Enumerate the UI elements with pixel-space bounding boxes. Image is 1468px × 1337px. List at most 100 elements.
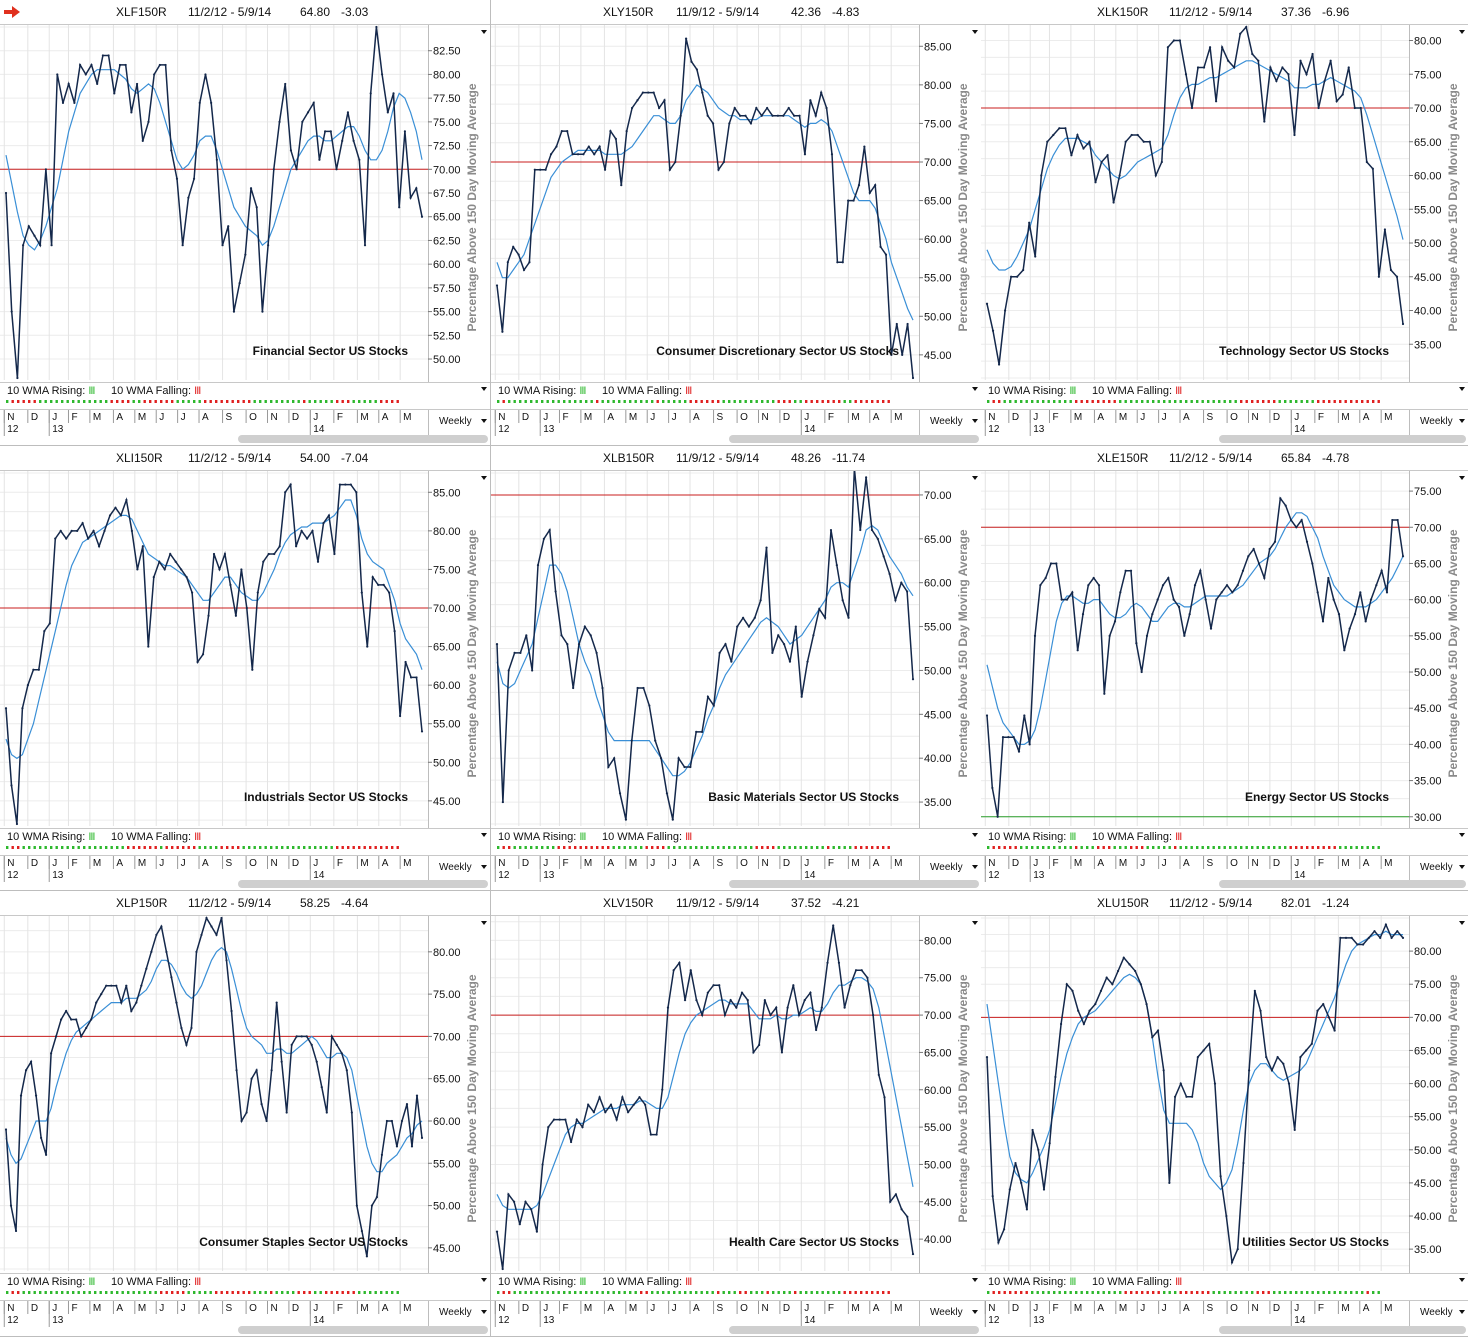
- period-selector[interactable]: Weekly: [1420, 862, 1453, 873]
- data-point: [1017, 750, 1021, 753]
- indicator-menu-icon[interactable]: [972, 387, 978, 391]
- period-selector[interactable]: Weekly: [930, 416, 963, 427]
- panel-menu-icon[interactable]: [1459, 30, 1465, 34]
- x-tick-month: J: [804, 412, 810, 423]
- data-point: [375, 25, 378, 29]
- indicator-menu-icon[interactable]: [1459, 1278, 1465, 1282]
- wma-direction-dots: [497, 846, 890, 849]
- falling-marks: III: [685, 831, 692, 843]
- data-point: [310, 1043, 313, 1046]
- data-point: [1284, 504, 1287, 507]
- panel-menu-icon[interactable]: [481, 476, 487, 480]
- wma-rising-label: 10 WMA Rising: III: [7, 1276, 96, 1288]
- period-selector[interactable]: Weekly: [439, 416, 472, 427]
- x-tick-month: S: [1206, 858, 1214, 869]
- period-dropdown-icon[interactable]: [481, 865, 487, 869]
- horizontal-scrollbar[interactable]: [1219, 1326, 1466, 1334]
- horizontal-scrollbar[interactable]: [238, 880, 488, 888]
- data-point: [1025, 1208, 1028, 1211]
- data-point: [169, 552, 172, 556]
- indicator-menu-icon[interactable]: [972, 1278, 978, 1282]
- data-point: [90, 63, 93, 67]
- wma-rising-label: 10 WMA Rising: III: [498, 831, 587, 843]
- data-point: [598, 1096, 601, 1099]
- horizontal-scrollbar[interactable]: [729, 435, 979, 443]
- data-point: [125, 498, 128, 502]
- data-point: [67, 82, 70, 86]
- data-point: [105, 984, 108, 987]
- data-point: [836, 261, 839, 264]
- data-point: [1148, 140, 1151, 143]
- y-tick-label: 40.00: [924, 753, 952, 765]
- x-tick-month: D: [1011, 1303, 1020, 1314]
- horizontal-scrollbar[interactable]: [729, 880, 979, 888]
- horizontal-scrollbar[interactable]: [1219, 880, 1466, 888]
- period-dropdown-icon[interactable]: [972, 419, 978, 423]
- period-selector[interactable]: Weekly: [439, 1307, 472, 1318]
- data-point: [874, 184, 877, 187]
- x-tick-month: M: [583, 858, 593, 869]
- data-point: [244, 253, 247, 256]
- panel-menu-icon[interactable]: [972, 30, 978, 34]
- data-point: [261, 310, 264, 313]
- horizontal-scrollbar[interactable]: [729, 1326, 979, 1334]
- last-value: 82.01: [1281, 896, 1312, 910]
- horizontal-scrollbar[interactable]: [1219, 435, 1466, 443]
- data-point: [345, 1069, 348, 1072]
- period-selector[interactable]: Weekly: [1420, 416, 1453, 427]
- panel-menu-icon[interactable]: [972, 921, 978, 925]
- data-point: [1071, 591, 1074, 594]
- horizontal-scrollbar[interactable]: [238, 435, 488, 443]
- data-point: [625, 130, 628, 133]
- period-selector[interactable]: Weekly: [1420, 1307, 1453, 1318]
- wma-direction-dots: [6, 846, 399, 849]
- period-dropdown-icon[interactable]: [1459, 1310, 1465, 1314]
- period-selector[interactable]: Weekly: [930, 1307, 963, 1318]
- period-dropdown-icon[interactable]: [481, 1310, 487, 1314]
- period-selector[interactable]: Weekly: [439, 862, 472, 873]
- data-point: [1103, 692, 1106, 695]
- x-tick-year: 14: [313, 1315, 325, 1326]
- panel-menu-icon[interactable]: [481, 30, 487, 34]
- indicator-menu-icon[interactable]: [1459, 833, 1465, 837]
- indicator-menu-icon[interactable]: [481, 833, 487, 837]
- period-selector[interactable]: Weekly: [930, 862, 963, 873]
- panel-menu-icon[interactable]: [1459, 921, 1465, 925]
- data-point: [1384, 923, 1388, 926]
- price-series-line: [986, 922, 1404, 1266]
- indicator-menu-icon[interactable]: [972, 833, 978, 837]
- indicator-menu-icon[interactable]: [1459, 387, 1465, 391]
- period-dropdown-icon[interactable]: [972, 1310, 978, 1314]
- data-point: [771, 651, 774, 654]
- data-point: [100, 993, 103, 996]
- indicator-menu-icon[interactable]: [481, 387, 487, 391]
- period-dropdown-icon[interactable]: [1459, 865, 1465, 869]
- data-point: [517, 253, 520, 256]
- indicator-menu-icon[interactable]: [481, 1278, 487, 1282]
- data-point: [1344, 936, 1348, 939]
- horizontal-scrollbar[interactable]: [238, 1326, 488, 1334]
- x-tick-month: A: [872, 858, 880, 869]
- red-arrow-icon[interactable]: [4, 6, 20, 18]
- x-tick-year: 12: [988, 870, 1000, 881]
- x-tick-month: J: [1033, 1303, 1039, 1314]
- data-point: [1311, 562, 1314, 565]
- data-point: [249, 187, 253, 190]
- wma-rising-label: 10 WMA Rising: III: [498, 1276, 587, 1288]
- x-axis: N D J F M A M J J A S O N D J F M A M 12 13 14 Weekly: [981, 855, 1468, 882]
- data-point: [793, 114, 796, 117]
- panel-menu-icon[interactable]: [972, 476, 978, 480]
- data-point: [985, 1055, 989, 1059]
- panel-menu-icon[interactable]: [1459, 476, 1465, 480]
- period-dropdown-icon[interactable]: [481, 419, 487, 423]
- x-tick-month: A: [1097, 1303, 1105, 1314]
- data-point: [403, 130, 407, 133]
- data-point: [1065, 598, 1069, 601]
- wma-rising-label: 10 WMA Rising: III: [7, 385, 96, 397]
- falling-marks: III: [194, 831, 201, 843]
- data-point: [410, 1145, 414, 1148]
- period-dropdown-icon[interactable]: [972, 865, 978, 869]
- period-dropdown-icon[interactable]: [1459, 419, 1465, 423]
- panel-menu-icon[interactable]: [481, 921, 487, 925]
- chart-title: Consumer Discretionary Sector US Stocks: [656, 344, 899, 358]
